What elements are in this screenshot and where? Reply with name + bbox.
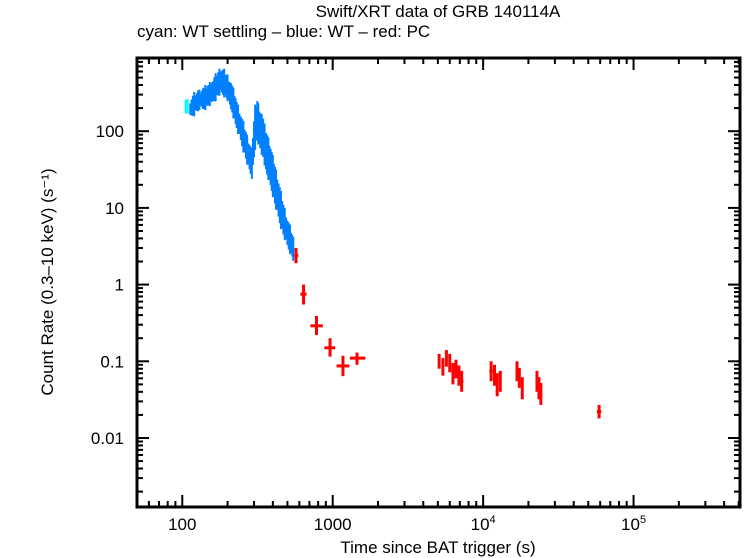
data-point xyxy=(448,353,452,373)
data-point xyxy=(441,358,445,376)
chart-subtitle: cyan: WT settling – blue: WT – red: PC xyxy=(137,22,431,41)
data-point xyxy=(437,353,441,369)
y-tick-label: 0.01 xyxy=(91,429,124,448)
data-point xyxy=(310,315,323,336)
y-tick-label: 1 xyxy=(115,276,124,295)
axes: 100 1000 104 105 100 10 1 0.1 0.01 xyxy=(91,56,742,534)
data-point xyxy=(493,364,497,386)
data-point xyxy=(489,361,493,382)
series-pc xyxy=(294,247,602,419)
plot-frame xyxy=(135,56,742,509)
data-point xyxy=(349,352,366,365)
y-axis-label-main: Count Rate (0.3–10 keV) (s⁻¹) xyxy=(38,168,57,395)
y-tick-label: 10 xyxy=(105,199,124,218)
x-tick-label: 105 xyxy=(621,514,646,534)
x-tick-label: 100 xyxy=(168,515,196,534)
x-tick-label: 104 xyxy=(471,514,496,534)
data-point xyxy=(495,373,499,397)
data-point xyxy=(294,247,299,264)
data-point xyxy=(444,350,448,367)
data-point xyxy=(460,370,464,392)
data-point xyxy=(498,370,502,392)
y-tick-label: 0.1 xyxy=(100,352,124,371)
data-point xyxy=(324,338,336,357)
data-point xyxy=(336,355,350,377)
y-tick-label: 100 xyxy=(96,122,124,141)
data-point xyxy=(454,359,458,379)
y-axis-label: Count Rate (0.3–10 keV) (s⁻¹) xyxy=(38,168,57,395)
data-point xyxy=(517,367,521,388)
data-point xyxy=(515,361,519,382)
x-tick-label: 1000 xyxy=(314,515,352,534)
data-point xyxy=(451,363,455,385)
data-point xyxy=(300,284,307,305)
data-point xyxy=(596,404,602,419)
data-point xyxy=(539,383,543,405)
series-wt xyxy=(189,68,295,261)
x-tick-exponent: 5 xyxy=(640,514,646,526)
series-wt-settling xyxy=(184,99,189,114)
axis-labels: Time since BAT trigger (s) Count Rate (0… xyxy=(38,168,536,557)
data-marks xyxy=(184,68,602,419)
chart-title: Swift/XRT data of GRB 140114A xyxy=(315,2,561,21)
data-point xyxy=(520,377,524,400)
x-tick-exponent: 4 xyxy=(490,514,496,526)
x-axis-label: Time since BAT trigger (s) xyxy=(340,538,535,557)
data-point xyxy=(184,99,189,114)
data-point xyxy=(457,365,461,386)
